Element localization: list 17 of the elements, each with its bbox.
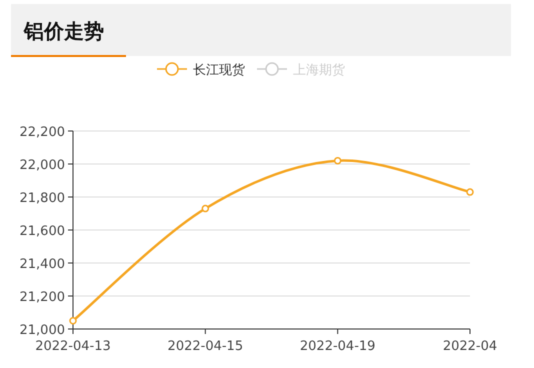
y-tick-label: 21,000 (20, 323, 65, 338)
x-tick-label: 2022-04 (442, 339, 498, 354)
point (202, 204, 210, 212)
y-tick-label: 21,200 (20, 290, 65, 305)
x-tick-label: 2022-04-19 (300, 339, 376, 354)
y-tick-label: 21,800 (20, 191, 65, 206)
legend-label: 长江现货 (193, 63, 245, 78)
x-tick-label: 2022-04-13 (35, 339, 111, 354)
chart-title: 铝价走势 (23, 19, 104, 43)
y-tick-label: 22,000 (20, 158, 65, 173)
y-tick-label: 22,200 (20, 125, 65, 140)
point (69, 317, 77, 324)
point (334, 156, 342, 164)
y-tick-label: 21,400 (20, 257, 65, 272)
x-tick-label: 2022-04-15 (168, 339, 244, 354)
y-tick-label: 21,600 (20, 224, 65, 239)
point (466, 188, 474, 196)
